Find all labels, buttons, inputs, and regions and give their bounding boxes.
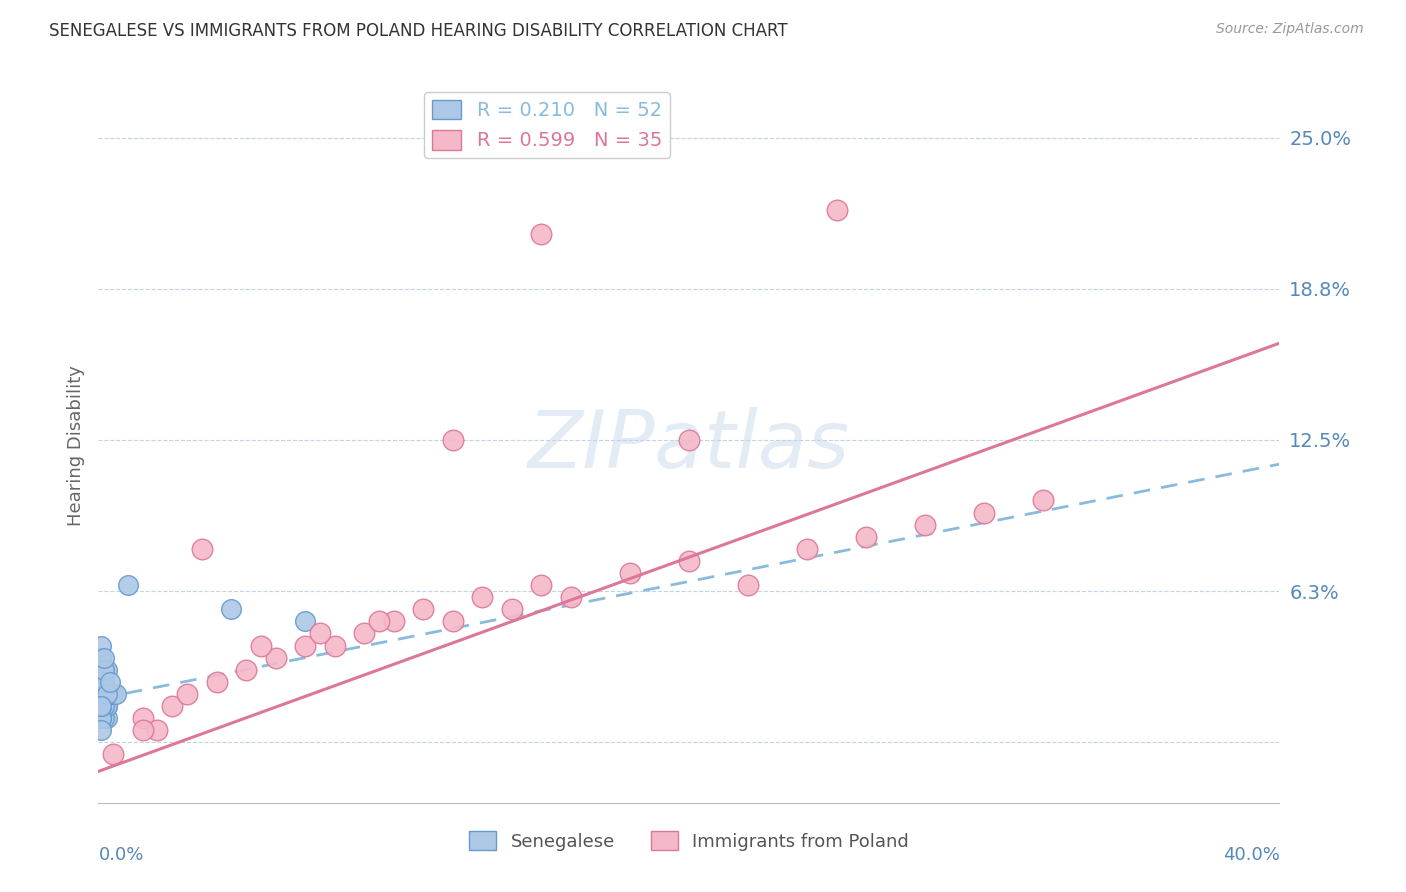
Point (90, 687, 112, 701)
Point (90, 650, 112, 665)
Point (90, 674, 112, 689)
Point (93, 687, 115, 701)
Point (678, 554, 700, 568)
Point (382, 615, 405, 629)
Point (90, 663, 112, 677)
Point (205, 674, 228, 689)
Point (93, 663, 115, 677)
Point (93, 674, 115, 689)
Point (90, 663, 112, 677)
Point (90, 687, 112, 701)
Point (90, 639, 112, 653)
Point (796, 541, 818, 556)
Point (132, 711, 155, 725)
Text: SENEGALESE VS IMMIGRANTS FROM POLAND HEARING DISABILITY CORRELATION CHART: SENEGALESE VS IMMIGRANTS FROM POLAND HEA… (49, 22, 787, 40)
Point (90, 699, 112, 714)
Point (619, 566, 641, 580)
Point (132, 723, 155, 738)
Point (96, 687, 118, 701)
Point (93, 699, 115, 714)
Point (96, 687, 118, 701)
Point (90, 650, 112, 665)
Point (90, 674, 112, 689)
Point (441, 433, 464, 447)
Point (103, 687, 125, 701)
Point (96, 663, 118, 677)
Point (90, 674, 112, 689)
Point (93, 674, 115, 689)
Point (737, 578, 759, 592)
Point (93, 663, 115, 677)
Point (235, 663, 257, 677)
Point (93, 663, 115, 677)
Point (98, 674, 121, 689)
Point (90, 711, 112, 725)
Point (294, 639, 316, 653)
Point (90, 723, 112, 738)
Point (146, 723, 169, 738)
Point (90, 699, 112, 714)
Point (441, 615, 464, 629)
Text: 0.0%: 0.0% (98, 846, 143, 863)
Point (973, 506, 995, 520)
Point (98, 687, 121, 701)
Point (93, 699, 115, 714)
Point (560, 590, 582, 604)
Legend: Senegalese, Immigrants from Poland: Senegalese, Immigrants from Poland (461, 824, 917, 858)
Point (1032, 493, 1054, 508)
Point (530, 227, 553, 242)
Point (96, 699, 118, 714)
Point (90, 699, 112, 714)
Point (176, 687, 198, 701)
Point (162, 699, 183, 714)
Point (530, 578, 553, 592)
Point (368, 615, 391, 629)
Point (471, 590, 494, 604)
Point (93, 687, 115, 701)
Point (93, 687, 115, 701)
Point (90, 699, 112, 714)
Point (309, 626, 332, 640)
Point (93, 674, 115, 689)
Point (90, 699, 112, 714)
Point (294, 615, 316, 629)
Point (250, 639, 273, 653)
Point (678, 433, 700, 447)
Point (96, 711, 118, 725)
Point (323, 639, 346, 653)
Text: 40.0%: 40.0% (1223, 846, 1279, 863)
Point (93, 674, 115, 689)
Point (825, 203, 848, 218)
Point (90, 699, 112, 714)
Point (914, 517, 936, 532)
Text: Source: ZipAtlas.com: Source: ZipAtlas.com (1216, 22, 1364, 37)
Y-axis label: Hearing Disability: Hearing Disability (66, 366, 84, 526)
Point (90, 711, 112, 725)
Point (191, 541, 214, 556)
Point (96, 687, 118, 701)
Point (353, 626, 375, 640)
Text: ZIPatlas: ZIPatlas (527, 407, 851, 485)
Point (855, 530, 877, 544)
Point (93, 687, 115, 701)
Point (96, 687, 118, 701)
Point (221, 602, 243, 616)
Point (93, 650, 115, 665)
Point (501, 602, 523, 616)
Point (93, 674, 115, 689)
Point (117, 578, 139, 592)
Point (90, 711, 112, 725)
Point (264, 650, 287, 665)
Point (105, 687, 128, 701)
Point (96, 699, 118, 714)
Point (93, 699, 115, 714)
Point (93, 711, 115, 725)
Point (103, 747, 125, 762)
Point (412, 602, 434, 616)
